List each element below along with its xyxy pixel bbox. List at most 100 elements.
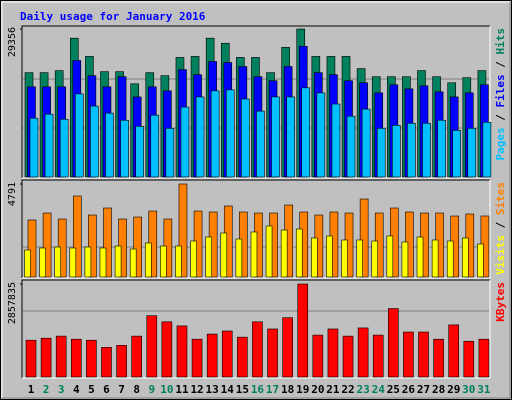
legend-entry: Pages (494, 127, 507, 160)
bar (401, 241, 409, 278)
panel-edge-dark (21, 25, 490, 178)
bar (178, 183, 188, 278)
bar (271, 96, 280, 178)
bar (282, 317, 293, 378)
bar (144, 242, 152, 278)
bar (146, 315, 158, 378)
x-tick-label: 1 (28, 383, 35, 396)
x-tick-label: 31 (477, 383, 491, 396)
bar (205, 236, 212, 278)
bar (221, 330, 233, 378)
bar (301, 87, 311, 178)
bar (437, 119, 446, 178)
legend-entry: Visits (494, 235, 507, 275)
bar (235, 238, 243, 278)
x-tick-label: 13 (206, 383, 219, 396)
bar (297, 283, 309, 378)
bar (431, 239, 439, 278)
x-tick-label: 12 (190, 383, 203, 396)
x-tick-label: 26 (402, 383, 416, 396)
chart-title: Daily usage for January 2016 (20, 10, 206, 23)
x-tick-label: 21 (326, 383, 340, 396)
x-tick-label: 16 (251, 383, 265, 396)
bar (103, 207, 112, 278)
x-tick-label: 15 (236, 383, 249, 396)
bar (175, 245, 182, 278)
bar (40, 337, 52, 378)
bar (326, 235, 333, 278)
bar (463, 340, 475, 378)
bar (237, 336, 248, 378)
bar (467, 128, 477, 178)
bar (59, 118, 69, 178)
bar (69, 247, 77, 278)
bar (356, 239, 363, 278)
bar (150, 114, 160, 178)
x-tick-label: 23 (357, 383, 370, 396)
x-tick-label: 25 (387, 383, 400, 396)
bar (341, 239, 348, 278)
x-tick-label: 20 (311, 383, 324, 396)
bar (55, 335, 67, 378)
bar (256, 110, 265, 178)
bar (418, 331, 429, 378)
bar (386, 235, 394, 278)
panel-edge-light (22, 280, 491, 379)
bar (161, 321, 173, 378)
bar (24, 249, 31, 278)
x-tick-label: 6 (103, 383, 110, 396)
bar (210, 90, 220, 178)
bar (295, 228, 303, 278)
bar (448, 324, 460, 378)
x-tick-label: 28 (432, 383, 445, 396)
bar (116, 345, 127, 378)
legend-entry: Files (494, 74, 507, 107)
bar (39, 247, 46, 278)
bar (191, 338, 203, 378)
bar (359, 198, 369, 278)
bar (99, 247, 107, 278)
bar (252, 321, 263, 378)
bar (346, 115, 356, 178)
bar (250, 231, 258, 278)
bar (452, 130, 462, 178)
bar (84, 246, 92, 278)
legend-entry: Sites (494, 182, 507, 215)
bar (90, 105, 99, 178)
bar (433, 338, 444, 378)
bar (376, 128, 386, 178)
bar (206, 333, 218, 378)
bar (180, 106, 190, 178)
bar (129, 248, 137, 278)
bar (70, 338, 82, 378)
legend: KBytes (494, 282, 507, 322)
bar (416, 236, 424, 278)
legend-separator: / (494, 55, 507, 75)
x-tick-label: 22 (341, 383, 354, 396)
bar (407, 122, 416, 178)
x-tick-label: 8 (133, 383, 140, 396)
bar (54, 246, 61, 278)
bar (120, 119, 129, 178)
bar (241, 98, 250, 178)
bar (372, 334, 384, 378)
bar (42, 212, 52, 278)
panel-edge-dark (21, 179, 490, 278)
y-tick-label: 4791 (7, 182, 18, 206)
panel-edge-light (22, 26, 491, 179)
bar (88, 214, 97, 278)
bar (357, 327, 369, 378)
bar (101, 347, 112, 378)
bar (25, 339, 37, 378)
bar (286, 96, 295, 178)
bar (72, 195, 82, 278)
bar (446, 240, 454, 278)
bar (165, 128, 175, 178)
bar (312, 334, 324, 378)
bar (311, 237, 318, 278)
